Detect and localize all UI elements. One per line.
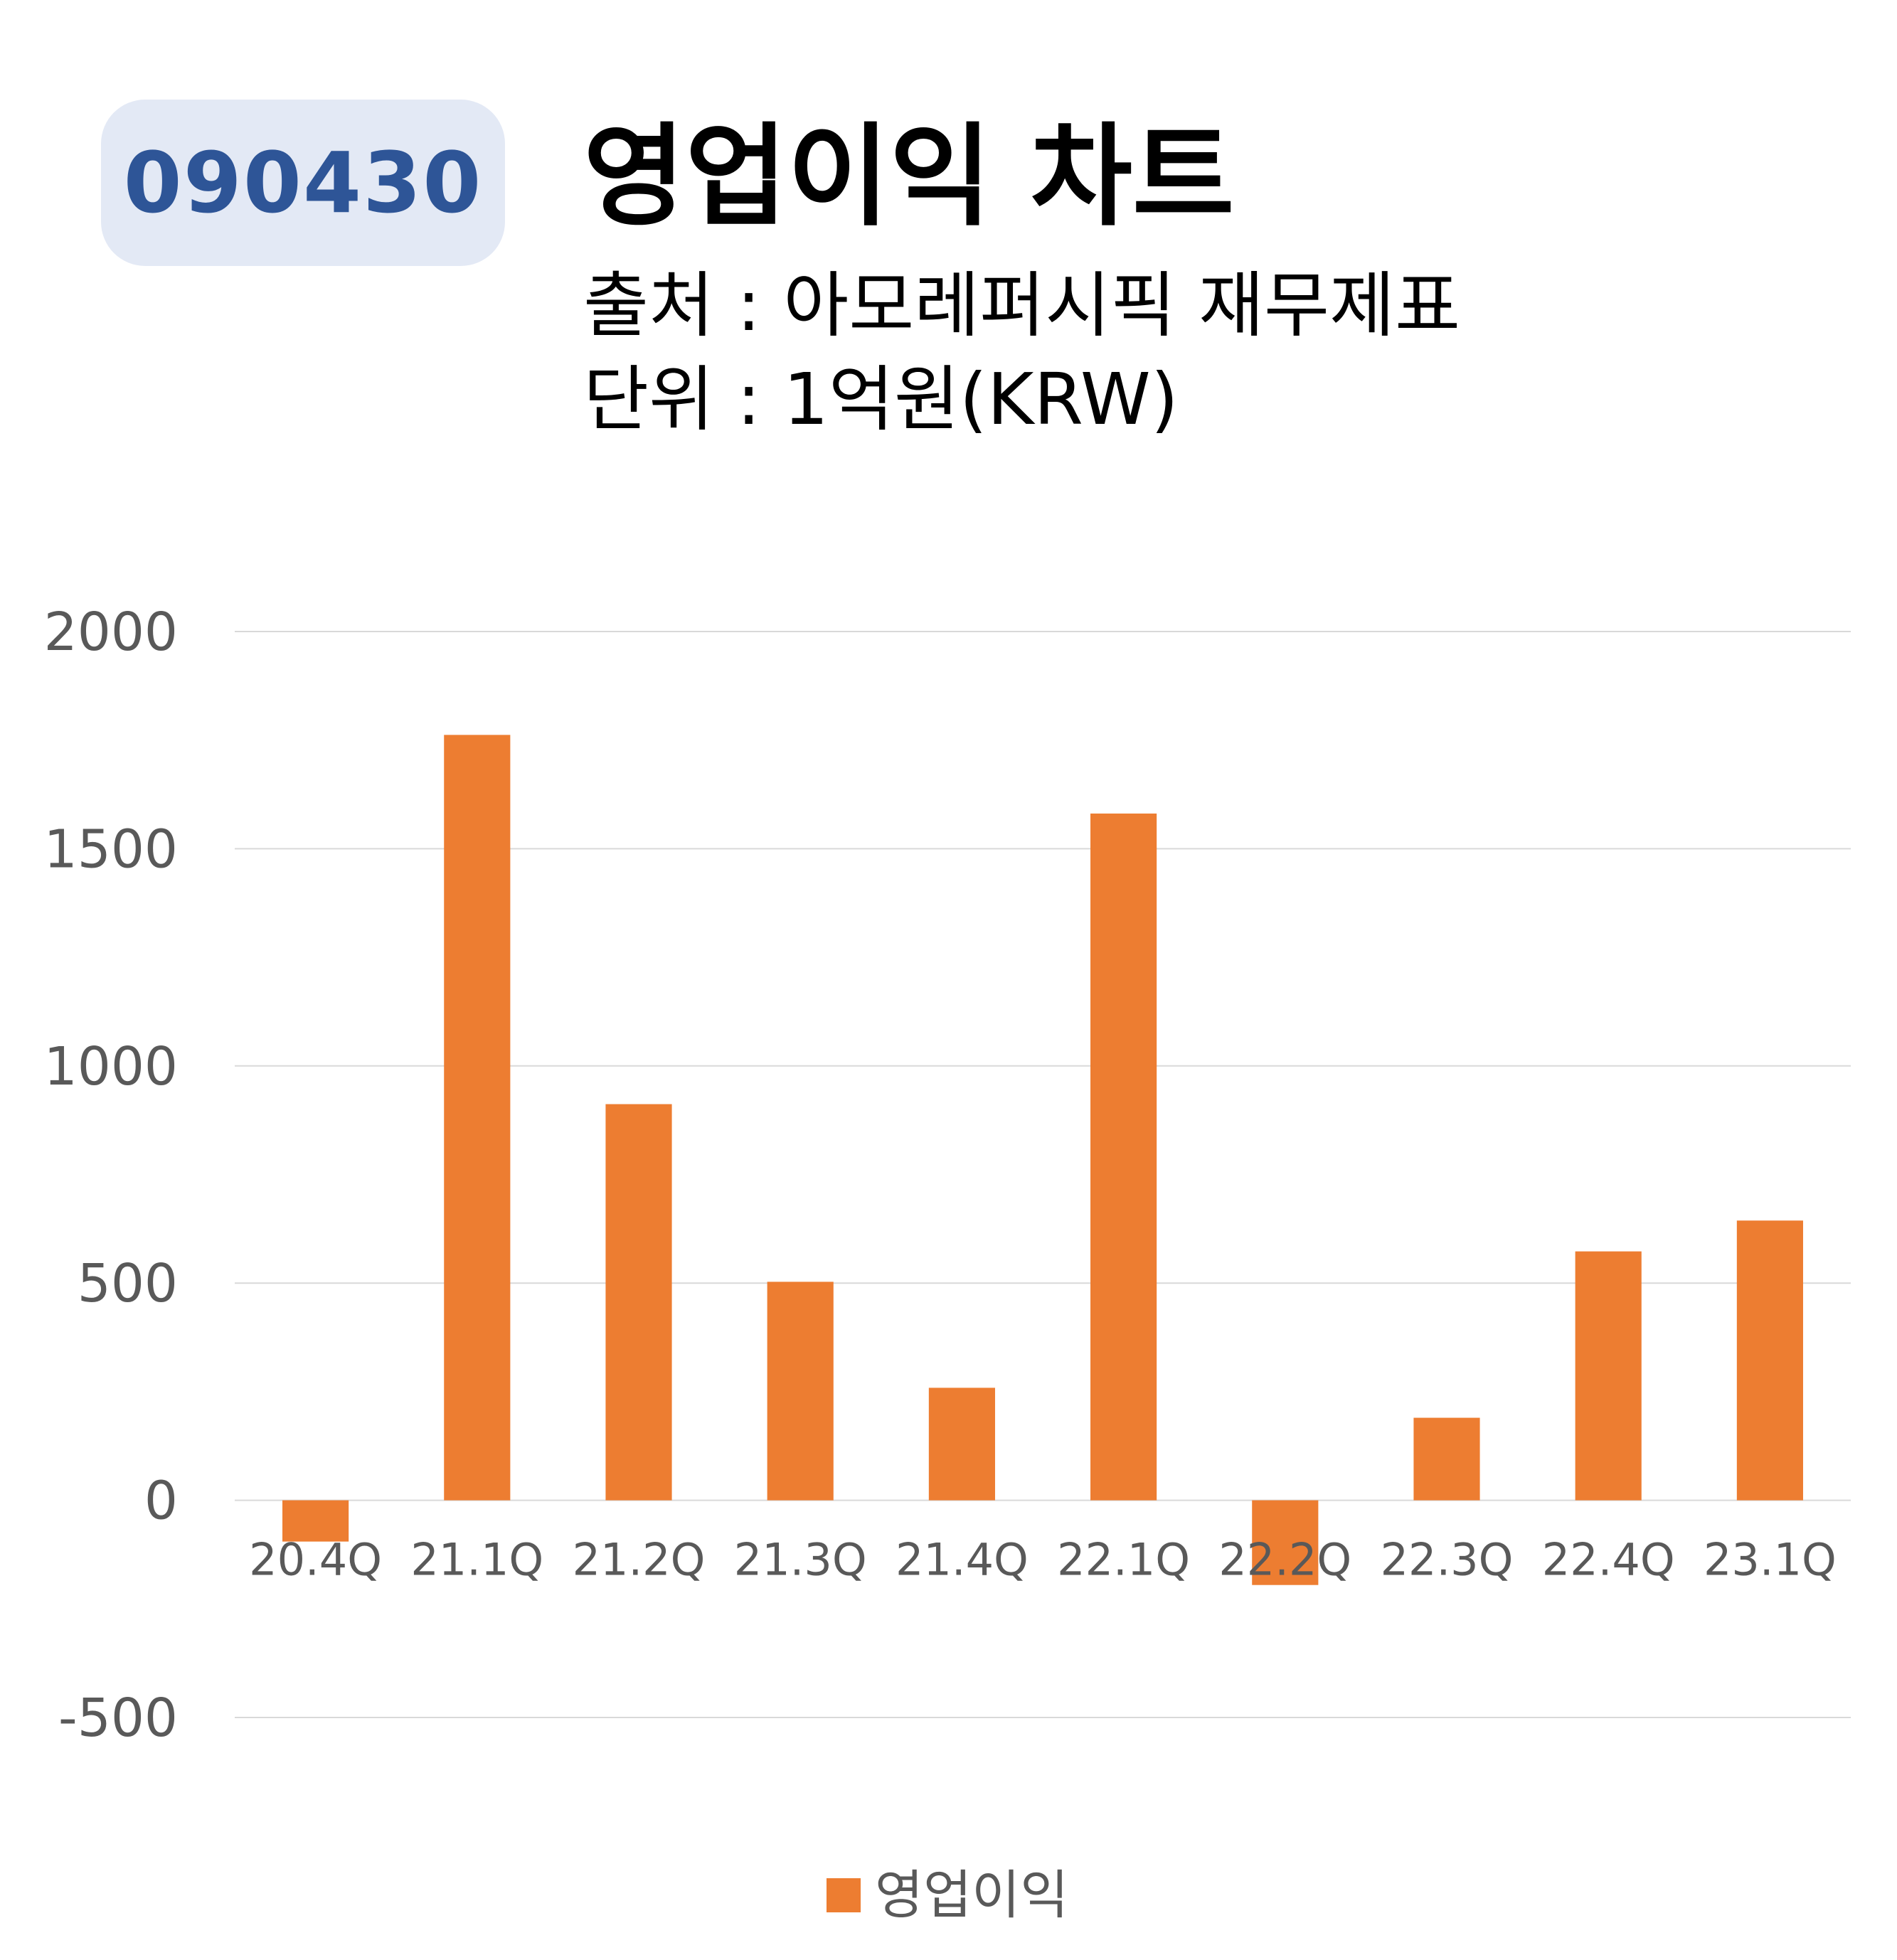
y-tick-label-5: -500 [58, 1688, 178, 1749]
x-tick-label-8: 22.4Q [1542, 1534, 1675, 1586]
y-tick-label-4: 0 [144, 1471, 178, 1532]
x-tick-label-2: 21.2Q [573, 1534, 706, 1586]
y-tick-label-1: 1500 [44, 819, 178, 880]
y-axis-labels: 2000 1500 1000 500 0 -500 [44, 602, 178, 1749]
x-tick-label-4: 21.4Q [896, 1534, 1029, 1586]
bar-21.2Q [605, 1104, 672, 1501]
x-tick-label-3: 21.3Q [734, 1534, 867, 1586]
y-tick-label-2: 1000 [44, 1036, 178, 1097]
y-tick-label-0: 2000 [44, 602, 178, 663]
ticker-badge: 090430 [101, 100, 505, 266]
bar-22.3Q [1413, 1417, 1480, 1501]
x-tick-label-7: 22.3Q [1381, 1534, 1514, 1586]
x-tick-label-0: 20.4Q [249, 1534, 382, 1586]
x-tick-label-1: 21.1Q [410, 1534, 543, 1586]
legend: 영업이익 [827, 1869, 1068, 1922]
x-tick-label-9: 23.1Q [1704, 1534, 1837, 1586]
legend-label: 영업이익 [875, 1865, 1069, 1926]
bar-22.1Q [1090, 813, 1157, 1501]
x-axis-labels: 20.4Q 21.1Q 21.2Q 21.3Q 21.4Q 22.1Q 22.2Q 22.3Q… [249, 1534, 1837, 1586]
bar-21.3Q [767, 1282, 834, 1501]
bar-21.1Q [444, 735, 511, 1501]
legend-swatch [827, 1878, 861, 1912]
x-tick-label-6: 22.2Q [1218, 1534, 1351, 1586]
bar-23.1Q [1736, 1220, 1803, 1501]
bar-22.2Q [1252, 1500, 1319, 1585]
y-tick-label-3: 500 [78, 1253, 178, 1314]
chart-title: 영업이익 차트 [583, 112, 1235, 241]
unit-line: 단위 : 1억원(KRW) [583, 358, 1179, 441]
bar-20.4Q [282, 1500, 349, 1542]
source-line: 출처 : 아모레퍼시픽 재무제표 [583, 264, 1461, 347]
x-tick-label-5: 22.1Q [1057, 1534, 1190, 1586]
ticker-code: 090430 [123, 134, 483, 232]
bar-21.4Q [928, 1388, 995, 1501]
bars [282, 735, 1803, 1585]
bar-22.4Q [1575, 1251, 1642, 1501]
